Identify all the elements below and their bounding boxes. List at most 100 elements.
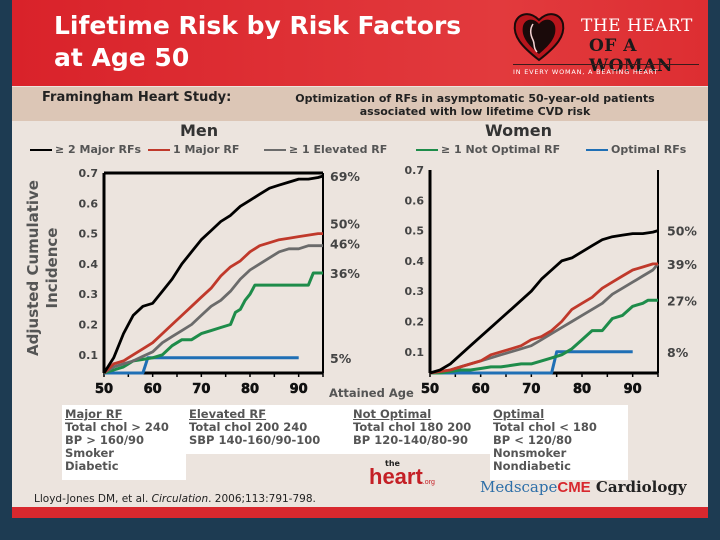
definition-heading: Elevated RF (189, 407, 267, 421)
theheart-logo-the: the (385, 459, 400, 468)
theheart-org-logo: heart.org (369, 466, 435, 494)
lifetime-risk-charts: Adjusted Cumulative Incidence Attained A… (24, 164, 697, 400)
study-description: Optimization of RFs in asymptomatic 50-y… (295, 92, 655, 118)
series-line-women-4 (430, 350, 633, 375)
x-tick-label: 80 (241, 382, 259, 397)
citation: Lloyd-Jones DM, et al. Circulation. 2006… (34, 493, 316, 505)
series-end-label: 46% (330, 237, 360, 252)
logo-divider (513, 64, 699, 65)
logo-line-1: THE HEART (581, 16, 693, 36)
title-line-2: at Age 50 (54, 43, 190, 72)
slide-title: Lifetime Risk by Risk Factors at Age 50 (54, 10, 514, 74)
definition-heading: Optimal (493, 407, 545, 421)
definition-major-rf: Major RF Total chol > 240 BP > 160/90 Sm… (62, 405, 186, 480)
series-end-label: 69% (330, 169, 360, 184)
series-line-women-2 (429, 263, 660, 375)
y-tick-label: 0.5 (405, 225, 425, 238)
definition-line: Total chol 180 200 (353, 420, 472, 434)
theheart-logo-heart: heart (369, 464, 423, 489)
series-line-women-0 (429, 229, 659, 375)
series-end-label: 39% (667, 257, 697, 272)
legend-item: ≥ 1 Not Optimal RF (416, 143, 560, 156)
y-axis-label: Adjusted Cumulative Incidence (24, 180, 61, 356)
series-end-label: 50% (667, 224, 697, 239)
study-name: Framingham Heart Study: (42, 90, 232, 105)
heart-woman-profile-icon (513, 13, 565, 62)
x-tick-label: 60 (144, 382, 162, 397)
legend-label: 1 Major RF (173, 143, 240, 156)
series-line-women-3 (430, 298, 658, 375)
series-end-label: 8% (667, 345, 689, 360)
citation-details: . 2006;113:791-798. (208, 493, 316, 505)
definition-heading: Major RF (65, 407, 123, 421)
definition-line: BP 120-140/80-90 (353, 433, 468, 447)
series-end-label: 36% (330, 266, 360, 281)
y-tick-label: 0.2 (405, 315, 425, 328)
definition-line: Nonsmoker (493, 446, 567, 460)
y-tick-label: 0.7 (79, 167, 99, 180)
y-tick-label: 0.4 (79, 258, 99, 271)
legend-label: Optimal RFs (611, 143, 687, 156)
y-tick-label: 0.6 (405, 194, 425, 207)
definition-elevated-rf: Elevated RF Total chol 200 240 SBP 140-1… (186, 405, 354, 454)
y-axis-label-line-2: Incidence (43, 228, 61, 309)
definition-line: Total chol > 240 (65, 420, 169, 434)
legend-swatch (148, 148, 170, 151)
legend-item: Optimal RFs (586, 143, 686, 156)
legend-swatch (30, 148, 52, 151)
medscape-text: Medscape (480, 478, 558, 496)
series-line-men-2 (103, 244, 323, 375)
x-tick-label: 70 (192, 382, 210, 397)
series-line-men-0 (102, 174, 324, 374)
x-tick-label: 60 (472, 382, 490, 397)
definition-line: BP < 120/80 (493, 433, 573, 447)
heart-of-a-woman-logo: THE HEART OF A WOMAN IN EVERY WOMAN, A B… (507, 6, 707, 82)
logo-tagline: IN EVERY WOMAN, A BEATING HEART (513, 68, 659, 76)
study-banner: Framingham Heart Study: Optimization of … (12, 87, 708, 121)
definition-line: Nondiabetic (493, 459, 571, 473)
definition-line: Total chol < 180 (493, 420, 597, 434)
y-tick-label: 0.1 (405, 346, 425, 359)
medscape-cme-cardiology-logo: MedscapeCME Cardiology (480, 478, 687, 496)
series-line-women-1 (429, 262, 658, 375)
legend-label: ≥ 1 Elevated RF (289, 143, 388, 156)
legend-item: ≥ 1 Elevated RF (264, 143, 387, 156)
y-axis-label-line-1: Adjusted Cumulative (24, 180, 42, 356)
x-tick-label: 50 (421, 382, 439, 397)
series-end-label: 5% (330, 351, 352, 366)
x-tick-label: 90 (290, 382, 308, 397)
definition-not-optimal: Not Optimal Total chol 180 200 BP 120-14… (350, 405, 492, 454)
title-banner: Lifetime Risk by Risk Factors at Age 50 … (12, 0, 708, 86)
footer-red-bar (12, 507, 708, 518)
cardiology-text: Cardiology (590, 478, 687, 496)
x-tick-label: 70 (522, 382, 540, 397)
series-line-men-1 (103, 232, 323, 375)
title-line-1: Lifetime Risk by Risk Factors (54, 11, 462, 40)
series-line-men-3 (103, 271, 323, 375)
legend-swatch (586, 148, 608, 151)
definition-heading: Not Optimal (353, 407, 432, 421)
legend-swatch (264, 148, 286, 151)
x-tick-label: 80 (573, 382, 591, 397)
men-panel-title: Men (180, 121, 219, 140)
chart-legend: ≥ 2 Major RFs 1 Major RF ≥ 1 Elevated RF… (30, 143, 700, 159)
x-tick-label: 90 (624, 382, 642, 397)
definition-line: SBP 140-160/90-100 (189, 433, 321, 447)
series-end-label: 50% (330, 217, 360, 232)
men-plot: 0.1 0.2 0.3 0.4 0.5 0.6 0.7 50 60 70 80 90 69% 50% 46%… (79, 167, 361, 397)
definition-line: Smoker (65, 446, 114, 460)
theheart-logo-org: .org (422, 479, 435, 486)
citation-journal: Circulation (151, 493, 209, 505)
definition-optimal: Optimal Total chol < 180 BP < 120/80 Non… (490, 405, 628, 480)
x-tick-label: 50 (95, 382, 113, 397)
series-end-label: 27% (667, 293, 697, 308)
legend-item: ≥ 2 Major RFs (30, 143, 141, 156)
definition-line: BP > 160/90 (65, 433, 145, 447)
legend-swatch (416, 148, 438, 151)
y-tick-label: 0.4 (405, 255, 425, 268)
cme-text: CME (557, 479, 591, 496)
y-tick-label: 0.1 (79, 349, 99, 362)
legend-item: 1 Major RF (148, 143, 239, 156)
definition-line: Diabetic (65, 459, 119, 473)
x-axis-label: Attained Age (329, 386, 414, 400)
